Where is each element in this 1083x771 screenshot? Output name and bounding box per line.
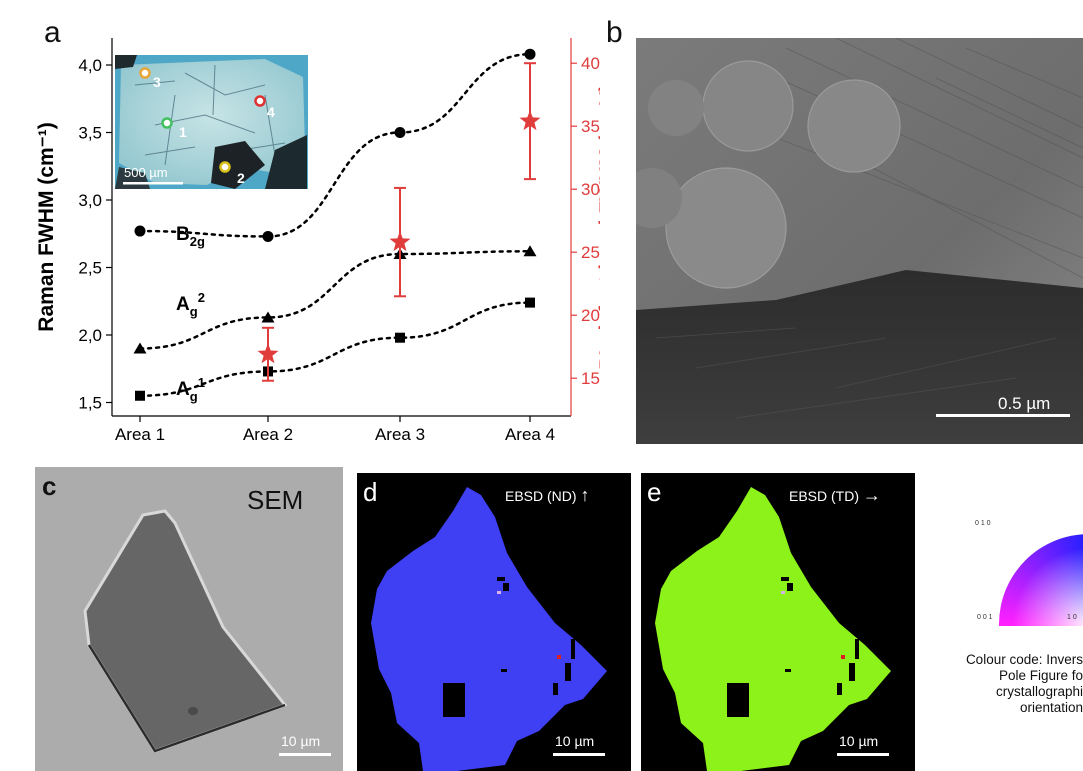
panel-c-title: SEM — [247, 485, 304, 515]
right-y-tick-label: 35 — [581, 117, 600, 136]
trend-curve-Ag1 — [138, 301, 532, 397]
panel-label-e: e — [647, 477, 662, 507]
x-tick-label: Area 1 — [115, 425, 165, 444]
series-label-Ag2: Ag2 — [176, 290, 205, 319]
x-tick-label: Area 2 — [243, 425, 293, 444]
panel-d-title: EBSD (ND) ↑ — [505, 485, 590, 505]
inset-point-label: 1 — [179, 124, 187, 140]
panel-b-scale-bar-label: 0.5 µm — [998, 394, 1051, 413]
inset-point-label: 3 — [153, 74, 161, 90]
right-y-tick-label: 25 — [581, 243, 600, 262]
series-label-B2g: B2g — [176, 224, 205, 249]
panel-label-a: a — [44, 16, 61, 49]
point-B2g — [134, 225, 146, 237]
inset-point-label: 2 — [237, 170, 245, 186]
trend-curve-Ag2 — [138, 250, 532, 350]
panel-d-ebsd-nd-map: d EBSD (ND) ↑ 10 µm — [357, 473, 631, 771]
ipf-caption: Colour code: Invers Pole Figure fo cryst… — [965, 652, 1083, 715]
inset-point-label: 4 — [267, 104, 275, 120]
x-tick-label: Area 3 — [375, 425, 425, 444]
point-Ag1 — [525, 297, 535, 308]
left-y-axis-title: Raman FWHM (cm⁻¹) — [35, 122, 58, 331]
right-y-tick-label: 15 — [581, 369, 600, 388]
inset-optical-image: 1 2 3 4 500 µm — [115, 55, 308, 189]
left-y-tick-label: 2,5 — [78, 259, 102, 278]
panel-d-scale-bar-label: 10 µm — [555, 733, 595, 749]
ipf-corner-bottom-right: 1 0 — [1067, 614, 1077, 621]
left-y-tick-label: 2,0 — [78, 326, 102, 345]
point-Ag2 — [261, 311, 275, 323]
left-y-tick-label: 3,5 — [78, 124, 102, 143]
up-arrow-icon: ↑ — [580, 485, 590, 505]
ipf-color-key: 0 1 0 0 0 1 1 0 — [975, 516, 1083, 626]
trend-curve-B2g — [138, 52, 532, 238]
right-y-tick-label: 30 — [581, 180, 600, 199]
panel-e-scale-bar-label: 10 µm — [839, 733, 879, 749]
panel-label-b: b — [606, 16, 623, 49]
right-y-axis-title: PL defect band FWHM (meV) — [596, 84, 600, 369]
panel-c-sem-image: c SEM 10 µm — [35, 467, 343, 771]
panel-b-tem-image: 0.5 µm — [636, 38, 1083, 444]
point-Ag2 — [523, 245, 537, 257]
panel-e-ebsd-td-map: e EBSD (TD) → 10 µm — [641, 473, 915, 771]
inset-point-3 — [139, 67, 151, 79]
point-PL — [389, 231, 411, 251]
point-Ag1 — [135, 390, 145, 401]
series-label-Ag1: Ag1 — [176, 375, 205, 404]
x-tick-label: Area 4 — [505, 425, 555, 444]
raman-pl-chart: 1,5 2,0 2,5 3,0 3,5 4,0 15 20 25 30 35 40 Area 1 Area… — [35, 38, 600, 444]
inset-point-2 — [219, 161, 231, 173]
inset-point-1 — [161, 117, 173, 129]
panel-label-c: c — [42, 471, 57, 501]
point-B2g — [394, 127, 406, 138]
ipf-corner-top: 0 1 0 — [975, 520, 991, 527]
panel-label-d: d — [363, 477, 378, 507]
point-Ag2 — [133, 342, 147, 354]
right-y-tick-label: 40 — [581, 54, 600, 73]
point-B2g — [262, 230, 274, 242]
right-y-tick-label: 20 — [581, 306, 600, 325]
point-PL — [257, 343, 279, 364]
point-Ag1 — [395, 332, 405, 343]
ipf-corner-bottom-left: 0 0 1 — [977, 614, 993, 621]
left-y-tick-label: 3,0 — [78, 191, 102, 210]
panel-e-title: EBSD (TD) → — [789, 485, 881, 505]
left-y-tick-label: 4,0 — [78, 56, 102, 75]
point-B2g — [524, 48, 536, 60]
left-y-tick-label: 1,5 — [78, 394, 102, 413]
panel-c-scale-bar-label: 10 µm — [281, 733, 321, 749]
right-arrow-icon: → — [862, 485, 881, 505]
inset-point-4 — [254, 95, 266, 107]
point-PL — [519, 110, 541, 131]
inset-scale-bar-label: 500 µm — [124, 165, 168, 180]
